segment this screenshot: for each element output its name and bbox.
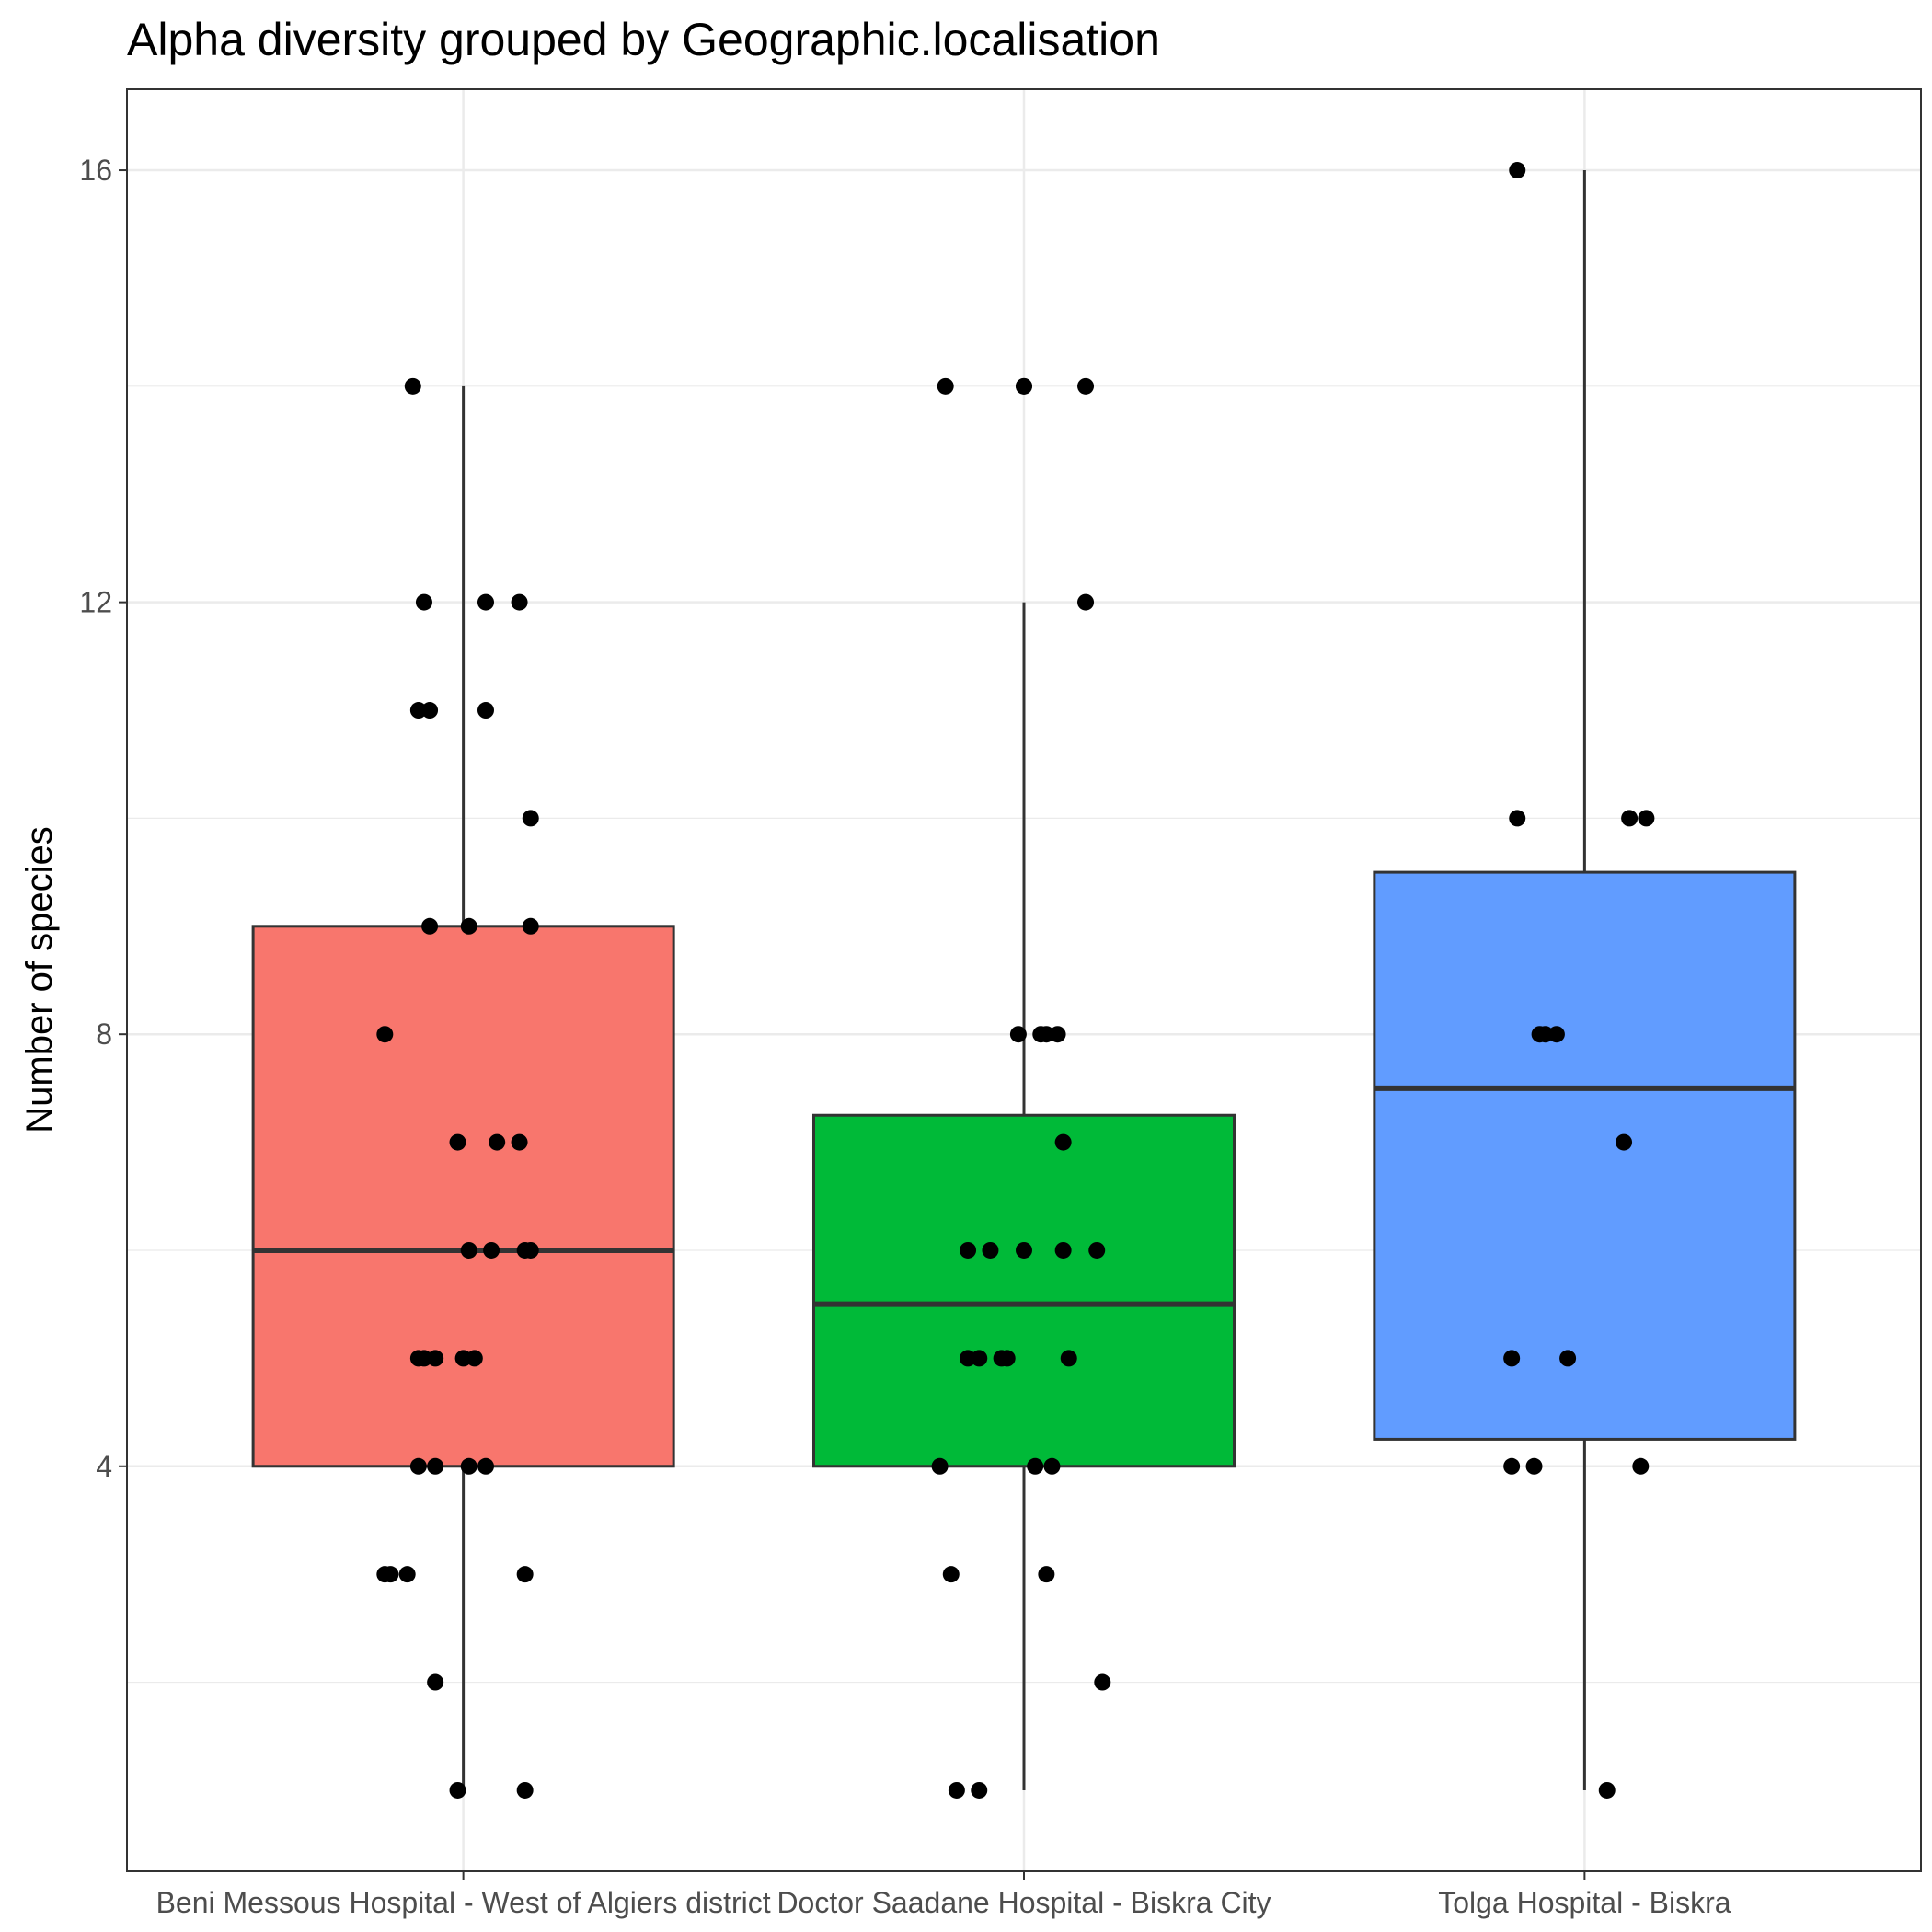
data-point: [1094, 1673, 1111, 1691]
y-tick-label: 12: [79, 586, 112, 619]
data-point: [477, 702, 494, 719]
data-point: [971, 1350, 988, 1367]
data-point: [1016, 1241, 1032, 1259]
data-point: [460, 1457, 477, 1475]
data-point: [1638, 810, 1655, 827]
y-tick-label: 8: [96, 1018, 112, 1051]
data-point: [483, 1241, 500, 1259]
data-point: [421, 702, 439, 719]
box-iqr: [811, 1113, 1236, 1468]
data-point: [1088, 1241, 1106, 1259]
data-point: [427, 1457, 444, 1475]
data-point: [1049, 1026, 1066, 1043]
y-tick-label: 4: [96, 1450, 112, 1483]
data-point: [1077, 593, 1095, 611]
data-point: [1503, 1457, 1521, 1475]
y-axis-title: Number of species: [19, 826, 60, 1133]
data-point: [948, 1781, 965, 1799]
data-point: [937, 377, 954, 395]
data-point: [1547, 1026, 1565, 1043]
data-point: [427, 1673, 444, 1691]
data-point: [460, 917, 477, 935]
data-point: [1016, 377, 1032, 395]
data-point: [1009, 1026, 1027, 1043]
data-point: [516, 1566, 534, 1583]
data-point: [1509, 810, 1526, 827]
data-point: [449, 1133, 466, 1151]
data-point: [1054, 1133, 1072, 1151]
points-layer: [376, 162, 1655, 1799]
data-point: [460, 1241, 477, 1259]
data-point: [522, 810, 539, 827]
data-point: [982, 1241, 999, 1259]
data-point: [477, 1457, 494, 1475]
box-iqr: [251, 925, 675, 1468]
data-point: [466, 1350, 483, 1367]
data-point: [511, 593, 528, 611]
data-point: [1559, 1350, 1577, 1367]
y-axis: 4 8 12 16: [79, 154, 127, 1483]
x-tick-label: Tolga Hospital - Biskra: [1438, 1886, 1731, 1919]
data-point: [1077, 377, 1095, 395]
data-point: [427, 1350, 444, 1367]
box-3: [1373, 170, 1797, 1790]
data-point: [1060, 1350, 1077, 1367]
data-point: [522, 917, 539, 935]
data-point: [1525, 1457, 1543, 1475]
x-axis: Beni Messous Hospital - West of Algiers …: [156, 1871, 1731, 1919]
box-layer: [251, 170, 1797, 1790]
data-point: [382, 1566, 399, 1583]
box-1: [251, 385, 675, 1790]
data-point: [489, 1133, 506, 1151]
data-point: [516, 1781, 534, 1799]
data-point: [477, 593, 494, 611]
data-point: [449, 1781, 466, 1799]
data-point: [1503, 1350, 1521, 1367]
data-point: [522, 1241, 539, 1259]
data-point: [376, 1026, 394, 1043]
data-point: [1027, 1457, 1044, 1475]
data-point: [931, 1457, 949, 1475]
data-point: [409, 1457, 427, 1475]
data-point: [1632, 1457, 1650, 1475]
data-point: [1054, 1241, 1072, 1259]
x-tick-label: Doctor Saadane Hospital - Biskra City: [776, 1886, 1271, 1919]
data-point: [971, 1781, 988, 1799]
y-tick-label: 16: [79, 154, 112, 187]
data-point: [1038, 1566, 1055, 1583]
data-point: [942, 1566, 960, 1583]
data-point: [1621, 810, 1639, 827]
data-point: [998, 1350, 1016, 1367]
box-iqr: [1373, 870, 1797, 1441]
data-point: [398, 1566, 416, 1583]
x-tick-label: Beni Messous Hospital - West of Algiers …: [156, 1886, 771, 1919]
data-point: [960, 1241, 977, 1259]
data-point: [1043, 1457, 1061, 1475]
chart-title: Alpha diversity grouped by Geographic.lo…: [127, 14, 1160, 65]
data-point: [1616, 1133, 1633, 1151]
data-point: [415, 593, 432, 611]
data-point: [421, 917, 439, 935]
data-point: [1509, 162, 1526, 179]
data-point: [1598, 1781, 1616, 1799]
data-point: [404, 377, 421, 395]
box-2: [811, 377, 1236, 1790]
data-point: [511, 1133, 528, 1151]
